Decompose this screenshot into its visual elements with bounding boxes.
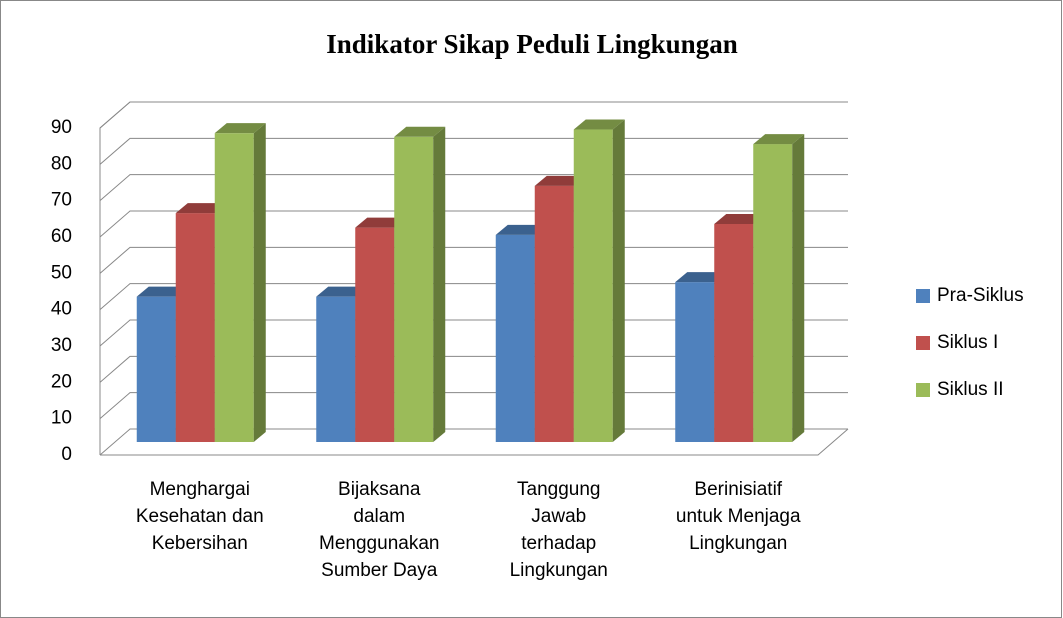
bar-front: [714, 224, 754, 442]
legend-swatch: [916, 383, 930, 397]
y-tick-label: 0: [61, 444, 72, 465]
bar-top: [714, 214, 766, 224]
y-tick-label: 10: [51, 408, 72, 429]
bar: [753, 134, 805, 443]
y-tick-label: 80: [51, 153, 72, 174]
bar-front: [136, 296, 176, 442]
bar-front: [316, 296, 356, 442]
x-tick-label: Menghargai Kesehatan dan Kebersihan: [136, 479, 264, 554]
bar: [214, 123, 266, 443]
bar: [573, 119, 625, 443]
bar-side: [253, 123, 266, 443]
bar-side: [433, 126, 446, 443]
legend-label: Siklus II: [937, 379, 1004, 400]
bar-front: [495, 234, 535, 442]
bar-top: [675, 272, 727, 283]
legend-swatch: [916, 289, 930, 303]
legend-label: Siklus I: [937, 332, 998, 353]
axis-wall: [99, 101, 131, 455]
bar-side: [612, 119, 625, 443]
y-tick-label: 20: [51, 371, 72, 392]
bar: [394, 126, 446, 443]
bar-top: [136, 286, 188, 297]
y-tick-label: 30: [51, 335, 72, 356]
bar-top: [316, 286, 368, 297]
y-tick-label: 90: [51, 117, 72, 138]
bar-front: [394, 136, 434, 443]
y-tick-label: 70: [51, 190, 72, 211]
bar-top: [573, 119, 625, 130]
bar-top: [355, 217, 407, 228]
bar-front: [573, 129, 613, 443]
bar-top: [214, 123, 266, 134]
bar-front: [753, 144, 793, 443]
x-tick-label: Berinisiatif untuk Menjaga Lingkungan: [676, 479, 801, 554]
bar-top: [495, 224, 547, 235]
y-tick-label: 50: [51, 262, 72, 283]
bar-front: [534, 185, 574, 442]
bar-front: [214, 133, 254, 442]
floor: [100, 428, 849, 456]
x-tick-label: Tanggung Jawab terhadap Lingkungan: [510, 479, 608, 581]
bar-top: [534, 175, 586, 186]
legend-label: Pra-Siklus: [937, 285, 1024, 306]
bar-side: [792, 134, 805, 443]
chart-title: Indikator Sikap Peduli Lingkungan: [326, 29, 737, 59]
bar-front: [675, 282, 715, 442]
bar-front: [175, 213, 215, 442]
bar-top: [175, 203, 227, 214]
bar-top: [753, 134, 805, 145]
y-tick-label: 40: [51, 299, 72, 320]
x-tick-label: Bijaksana dalam Menggunakan Sumber Daya: [319, 479, 439, 581]
bar-front: [355, 227, 395, 442]
bar-top: [394, 126, 446, 137]
y-tick-label: 60: [51, 226, 72, 247]
legend-swatch: [916, 336, 930, 350]
